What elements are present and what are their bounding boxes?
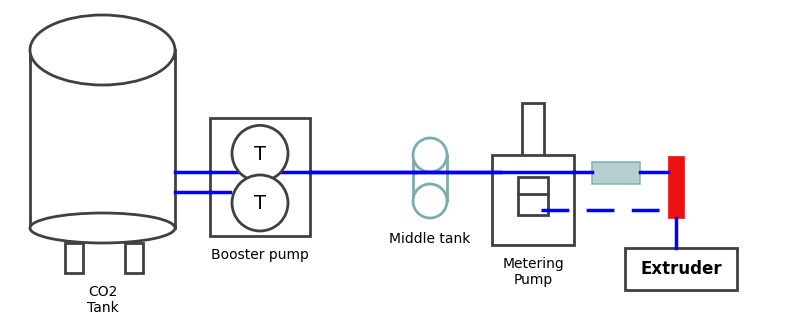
FancyBboxPatch shape [592,162,640,184]
Circle shape [232,175,288,231]
Text: CO2
Tank: CO2 Tank [86,285,118,315]
Text: Middle tank: Middle tank [390,232,470,246]
Ellipse shape [30,213,175,243]
FancyBboxPatch shape [492,155,574,245]
Text: Extruder: Extruder [640,260,722,278]
Ellipse shape [413,184,447,218]
Text: T: T [254,195,266,213]
Circle shape [232,126,288,181]
FancyBboxPatch shape [210,118,310,236]
FancyBboxPatch shape [518,177,548,215]
Text: Booster pump: Booster pump [211,248,309,262]
FancyBboxPatch shape [522,103,544,157]
FancyBboxPatch shape [625,248,737,290]
Text: Metering
Pump: Metering Pump [502,257,564,287]
Text: T: T [254,145,266,164]
Ellipse shape [30,15,175,85]
FancyBboxPatch shape [65,243,82,273]
FancyBboxPatch shape [413,155,447,201]
Ellipse shape [413,138,447,172]
FancyBboxPatch shape [125,243,142,273]
FancyBboxPatch shape [668,156,684,218]
